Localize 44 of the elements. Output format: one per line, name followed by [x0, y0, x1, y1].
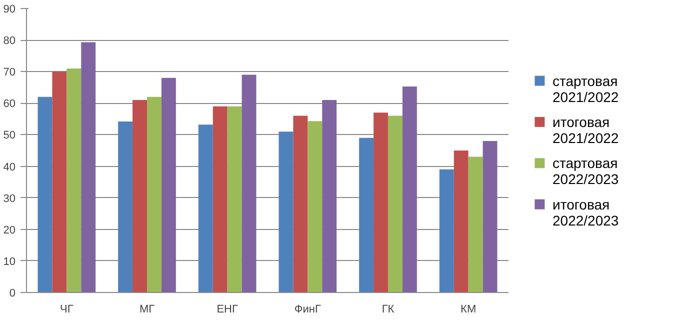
- bar: [132, 100, 147, 292]
- x-tick-label: КМ: [460, 304, 476, 316]
- bar: [242, 74, 256, 292]
- bar: [293, 116, 308, 292]
- y-tick-label: 20: [3, 224, 16, 236]
- bar: [81, 42, 96, 292]
- bar: [147, 96, 162, 292]
- bar: [388, 116, 402, 292]
- bar: [468, 156, 483, 292]
- x-tick-label: МГ: [139, 304, 155, 316]
- bar: [322, 100, 337, 292]
- bar: [227, 106, 242, 292]
- bar: [308, 121, 322, 292]
- bar: [38, 96, 52, 292]
- x-tick-label: ГК: [382, 304, 395, 316]
- bar: [359, 138, 374, 292]
- legend-label: стартовая 2022/2023: [552, 155, 619, 188]
- x-tick-label: ФинГ: [294, 304, 321, 316]
- y-tick-label: 50: [3, 130, 16, 142]
- y-tick-label: 80: [3, 35, 16, 48]
- x-tick-label: ЧГ: [60, 304, 74, 316]
- y-tick-label: 60: [3, 98, 16, 110]
- bar: [439, 169, 454, 292]
- legend-label: итоговая 2022/2023: [552, 196, 619, 228]
- bar: [52, 72, 67, 292]
- y-tick-label: 40: [3, 161, 16, 174]
- bar: [402, 86, 417, 292]
- bar: [161, 78, 176, 292]
- bar: [198, 124, 213, 292]
- bar: [118, 121, 133, 292]
- x-tick-label: ЕНГ: [216, 304, 238, 316]
- bar: [374, 112, 388, 292]
- y-tick-label: 70: [3, 66, 16, 79]
- y-tick-label: 90: [3, 4, 16, 16]
- bar: [212, 106, 228, 292]
- bar: [66, 68, 82, 292]
- legend-label: стартовая 2021/2022: [552, 72, 619, 105]
- y-tick-label: 30: [3, 192, 16, 205]
- y-tick-label: 0: [9, 288, 16, 300]
- bar: [482, 141, 498, 292]
- y-tick-label: 10: [3, 256, 16, 268]
- legend-label: итоговая 2021/2022: [552, 114, 619, 146]
- bar: [454, 150, 468, 292]
- bar: [278, 132, 294, 292]
